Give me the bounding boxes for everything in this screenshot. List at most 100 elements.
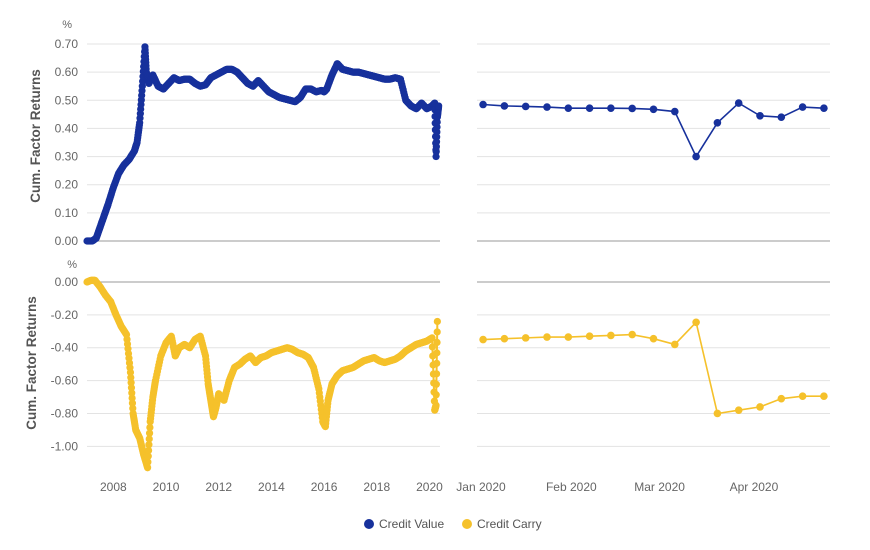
credit-carry-history-point-608: [432, 401, 440, 409]
credit-carry-2020-point-10: [692, 318, 700, 327]
credit-carry-2020-point-1: [500, 334, 509, 343]
credit-carry-history-point-611: [432, 370, 441, 378]
credit-carry-history-point-614: [433, 338, 441, 346]
x-tick-year-5: 2018: [363, 480, 390, 494]
credit-carry-history-point-118: [145, 429, 154, 437]
top-y-tick-3: 0.40: [55, 121, 79, 135]
credit-carry-history-point-77: [128, 394, 136, 402]
credit-carry-2020-point-2: [521, 334, 530, 342]
credit-carry-history-point-75: [127, 384, 136, 392]
credit-carry-2020-point-11: [713, 409, 722, 418]
credit-carry-2020-point-14: [777, 394, 786, 403]
credit-value-2020-point-11: [713, 119, 722, 127]
credit-carry-history-point-612: [433, 359, 441, 367]
y-axis-title-bottom: Cum. Factor Returns: [24, 296, 39, 430]
credit-carry-2020-point-8: [649, 334, 658, 343]
credit-value-2020-point-10: [692, 152, 700, 161]
legend-label-credit-carry: Credit Carry: [477, 517, 542, 531]
credit-value-2020-point-8: [649, 105, 658, 114]
credit-carry-2020-point-6: [607, 331, 615, 340]
credit-carry-history-point-117: [145, 435, 153, 443]
credit-carry-2020-point-12: [734, 406, 743, 414]
credit-carry-history-point-119: [146, 423, 154, 432]
credit-value-2020-point-16: [820, 104, 828, 112]
top-y-tick-0: 0.70: [55, 37, 79, 51]
grid-layer: [87, 43, 830, 447]
credit-carry-history-point-72: [126, 368, 135, 376]
x-tick-year-3: 2014: [258, 480, 285, 494]
credit-carry-history-point-616: [433, 317, 441, 326]
credit-carry-history-point-114: [144, 452, 152, 460]
credit-carry-2020-point-9: [671, 340, 679, 349]
legend-label-credit-value: Credit Value: [379, 517, 444, 531]
credit-carry-2020-point-7: [628, 330, 636, 339]
legend-item-credit-value[interactable]: Credit Value: [364, 517, 444, 531]
top-y-tick-6: 0.10: [55, 206, 79, 220]
credit-carry-2020-point-5: [585, 332, 594, 341]
bottom-y-tick-1: -0.20: [51, 308, 79, 322]
credit-carry-history-point-112: [143, 464, 152, 472]
x-tick-month-2: Mar 2020: [634, 480, 685, 494]
credit-carry-history-point-78: [128, 399, 137, 407]
top-y-tick-5: 0.20: [55, 178, 79, 192]
credit-carry-history-point-613: [433, 349, 441, 357]
credit-carry-2020-point-3: [543, 333, 551, 341]
top-y-tick-2: 0.50: [55, 93, 79, 107]
credit-value-2020-point-1: [500, 102, 509, 110]
top-y-tick-1: 0.60: [55, 65, 79, 79]
bottom-y-tick-0: 0.00: [55, 275, 79, 289]
top-y-tick-4: 0.30: [55, 150, 79, 164]
x-tick-year-4: 2016: [311, 480, 338, 494]
unit-label-bottom: %: [67, 259, 77, 271]
x-tick-year-1: 2010: [153, 480, 180, 494]
tick-labels-layer: 0.70 0.60 0.50 0.40 0.30 0.20 0.10 0.00 0.00 -0.2…: [51, 37, 779, 494]
legend: Credit Value Credit Carry: [364, 517, 542, 531]
credit-carry-history-point-73: [127, 373, 135, 382]
credit-value-2020-point-14: [777, 113, 786, 121]
credit-value-2020-point-3: [543, 103, 551, 111]
credit-value-2020-point-9: [671, 107, 679, 116]
unit-label-top: %: [62, 19, 72, 31]
marks-layer: [83, 43, 828, 472]
legend-item-credit-carry[interactable]: Credit Carry: [462, 517, 542, 531]
credit-value-2020-point-4: [564, 104, 573, 112]
y-axis-label-bottom: Cum. Factor Returns: [24, 296, 39, 430]
bottom-y-tick-3: -0.60: [51, 374, 79, 388]
credit-carry-history-point-593: [428, 343, 437, 351]
credit-value-2020-point-0: [479, 100, 487, 109]
bottom-y-tick-5: -1.00: [51, 439, 79, 453]
credit-carry-history-point-79: [129, 404, 137, 412]
credit-carry-history-point-74: [127, 379, 135, 387]
bottom-y-tick-4: -0.80: [51, 406, 79, 420]
credit-carry-history-point-615: [433, 328, 441, 336]
x-tick-year-6: 2020: [416, 480, 443, 494]
credit-value-2020-point-2: [521, 102, 530, 111]
x-tick-year-2: 2012: [205, 480, 232, 494]
credit-carry-history-point-76: [128, 389, 136, 397]
x-tick-month-0: Jan 2020: [456, 480, 506, 494]
credit-value-2020-point-7: [628, 104, 636, 113]
credit-value-2020-point-5: [585, 104, 594, 112]
credit-carry-history-point-115: [144, 446, 153, 455]
y-axis-title-top: Cum. Factor Returns: [28, 69, 43, 203]
legend-marker-credit-carry: [462, 519, 472, 529]
credit-value-2020-point-15: [798, 103, 807, 111]
credit-carry-2020-point-4: [564, 333, 573, 341]
x-tick-year-0: 2008: [100, 480, 127, 494]
credit-carry-history-point-592: [428, 334, 436, 342]
credit-carry-history-point-116: [145, 441, 153, 449]
credit-carry-history-point-113: [144, 458, 152, 466]
credit-carry-2020-point-0: [479, 335, 487, 344]
credit-value-2020-point-6: [607, 104, 615, 112]
top-y-tick-7: 0.00: [55, 234, 79, 248]
y-axis-label-top: Cum. Factor Returns: [28, 69, 43, 203]
credit-value-2020-point-12: [734, 99, 743, 107]
credit-carry-history-point-610: [432, 380, 440, 388]
credit-carry-2020-point-16: [820, 392, 828, 401]
credit-carry-history-point-609: [432, 391, 440, 399]
x-tick-month-1: Feb 2020: [546, 480, 597, 494]
credit-value-2020-point-13: [756, 111, 764, 120]
credit-value-history-point-600: [435, 102, 443, 110]
bottom-y-tick-2: -0.40: [51, 341, 79, 355]
